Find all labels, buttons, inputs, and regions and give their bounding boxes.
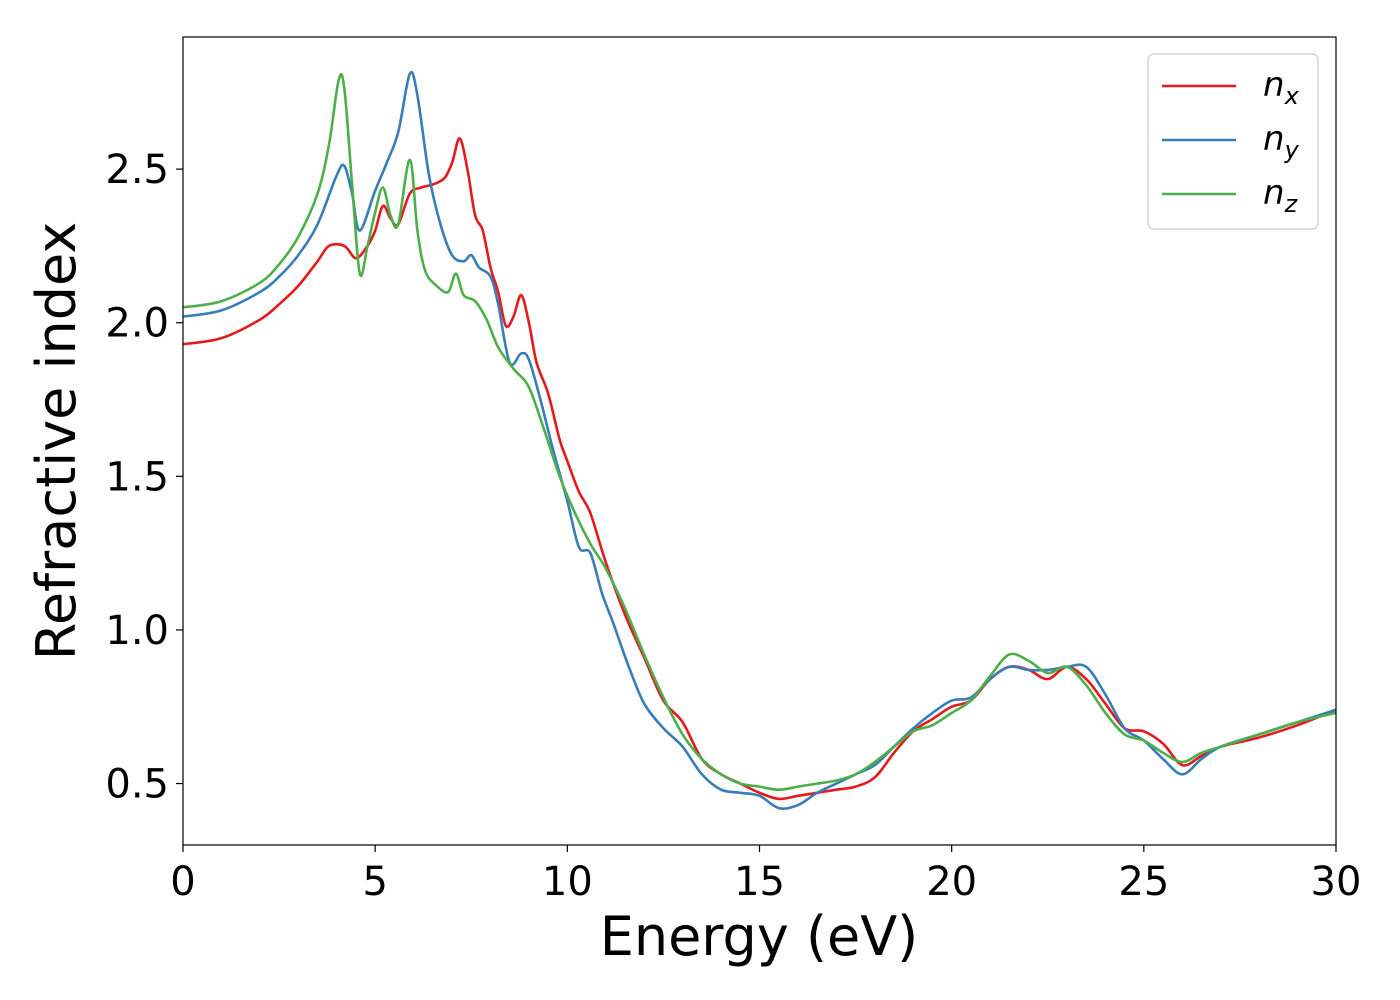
y-tick-label: 1.5 [105, 454, 169, 500]
x-tick-label: 20 [926, 859, 977, 905]
series-line-nz [182, 72, 1337, 791]
x-tick-label: 5 [362, 859, 387, 905]
x-tick-label: 30 [1311, 859, 1362, 905]
x-tick-label: 0 [170, 859, 195, 905]
y-axis-label: Refractive index [25, 222, 88, 661]
x-axis-ticks: 0 5 10 15 20 25 30 [170, 845, 1361, 905]
y-tick-label: 1.0 [105, 608, 169, 654]
y-tick-label: 2.0 [105, 301, 169, 347]
y-tick-label: 0.5 [105, 762, 169, 808]
series-layer [182, 70, 1337, 810]
y-axis-ticks: 0.5 1.0 1.5 2.0 2.5 [105, 147, 183, 808]
x-tick-label: 25 [1118, 859, 1169, 905]
x-axis-label: Energy (eV) [600, 905, 919, 968]
y-tick-label: 2.5 [105, 147, 169, 193]
x-tick-label: 10 [542, 859, 593, 905]
x-tick-label: 15 [734, 859, 785, 905]
plot-area [183, 37, 1336, 845]
legend-box [1147, 53, 1319, 230]
series-line-nx [182, 137, 1337, 801]
